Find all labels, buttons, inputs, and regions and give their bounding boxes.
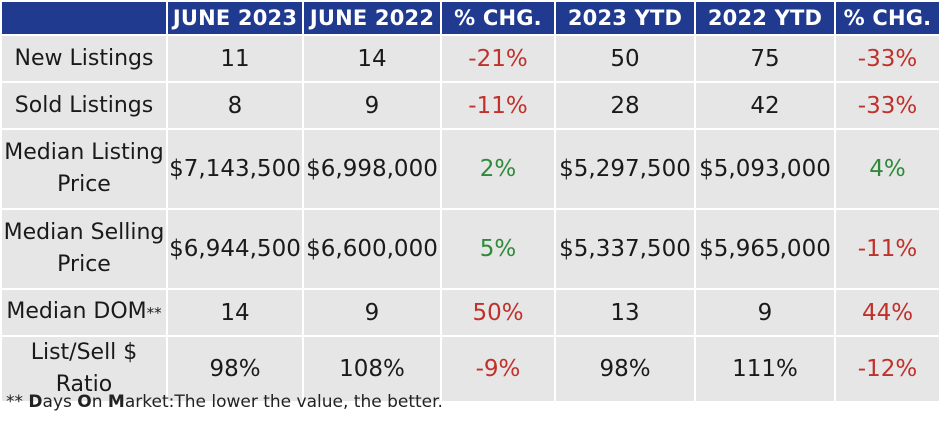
market-stats-table: JUNE 2023 JUNE 2022 % CHG. 2023 YTD 2022… xyxy=(0,0,939,403)
table-cell: $5,337,500 xyxy=(554,208,696,290)
table-row-median-selling-price: Median Selling Price $6,944,500 $6,600,0… xyxy=(0,208,939,290)
table-cell: 108% xyxy=(302,335,442,403)
table-cell: 13 xyxy=(554,288,696,337)
table-row-median-listing-price: Median Listing Price $7,143,500 $6,998,0… xyxy=(0,128,939,210)
table-cell: $5,965,000 xyxy=(694,208,836,290)
table-cell: 9 xyxy=(302,288,442,337)
header-cell-blank xyxy=(0,0,168,36)
header-cell-ytd-change: % CHG. xyxy=(834,0,939,36)
header-cell-monthly-change: % CHG. xyxy=(440,0,556,36)
footnote-marker: ** xyxy=(6,392,23,412)
header-cell-2023-ytd: 2023 YTD xyxy=(554,0,696,36)
change-cell: 50% xyxy=(440,288,556,337)
table-cell: $6,944,500 xyxy=(166,208,304,290)
change-cell: -33% xyxy=(834,81,939,130)
change-cell: 4% xyxy=(834,128,939,210)
footnote-text: arket: xyxy=(124,392,175,412)
table-cell: 42 xyxy=(694,81,836,130)
table-cell: 98% xyxy=(166,335,304,403)
change-cell: 5% xyxy=(440,208,556,290)
table-row-sold-listings: Sold Listings 8 9 -11% 28 42 -33% xyxy=(0,81,939,130)
footnote: ** Days On Market:The lower the value, t… xyxy=(6,392,443,412)
footnote-initial-o: O xyxy=(77,392,92,412)
table-cell: 111% xyxy=(694,335,836,403)
table-row-new-listings: New Listings 11 14 -21% 50 75 -33% xyxy=(0,34,939,83)
footnote-text: ays xyxy=(42,392,78,412)
table-cell: 98% xyxy=(554,335,696,403)
table-cell: $5,093,000 xyxy=(694,128,836,210)
change-cell: -33% xyxy=(834,34,939,83)
header-cell-june-2023: JUNE 2023 xyxy=(166,0,304,36)
row-label-cell: Median DOM** xyxy=(0,288,168,337)
change-cell: -9% xyxy=(440,335,556,403)
footnote-text: n xyxy=(91,392,108,412)
table-cell: 14 xyxy=(166,288,304,337)
row-label: New Listings xyxy=(0,34,168,83)
row-label: Median Selling Price xyxy=(0,208,168,290)
footnote-text: The lower the value, the better. xyxy=(174,392,443,412)
table-cell: 75 xyxy=(694,34,836,83)
table-cell: 11 xyxy=(166,34,304,83)
row-label: Sold Listings xyxy=(0,81,168,130)
row-label: Median DOM xyxy=(6,299,147,324)
footnote-marker: ** xyxy=(146,304,162,322)
table-row-median-dom: Median DOM** 14 9 50% 13 9 44% xyxy=(0,288,939,337)
change-cell: 2% xyxy=(440,128,556,210)
table-cell: 9 xyxy=(694,288,836,337)
table-cell: $6,998,000 xyxy=(302,128,442,210)
table-cell: $7,143,500 xyxy=(166,128,304,210)
change-cell: -11% xyxy=(440,81,556,130)
header-cell-june-2022: JUNE 2022 xyxy=(302,0,442,36)
header-row: JUNE 2023 JUNE 2022 % CHG. 2023 YTD 2022… xyxy=(0,0,939,36)
row-label: Median Listing Price xyxy=(0,128,168,210)
row-label: List/Sell $ Ratio xyxy=(0,335,168,403)
table-cell: 28 xyxy=(554,81,696,130)
table-cell: 50 xyxy=(554,34,696,83)
change-cell: -12% xyxy=(834,335,939,403)
table-cell: $6,600,000 xyxy=(302,208,442,290)
footnote-initial-d: D xyxy=(28,392,43,412)
table-cell: 8 xyxy=(166,81,304,130)
table-cell: 9 xyxy=(302,81,442,130)
change-cell: -21% xyxy=(440,34,556,83)
table-row-list-sell-ratio: List/Sell $ Ratio 98% 108% -9% 98% 111% … xyxy=(0,335,939,403)
footnote-initial-m: M xyxy=(107,392,125,412)
header-cell-2022-ytd: 2022 YTD xyxy=(694,0,836,36)
table-cell: 14 xyxy=(302,34,442,83)
change-cell: -11% xyxy=(834,208,939,290)
table-cell: $5,297,500 xyxy=(554,128,696,210)
change-cell: 44% xyxy=(834,288,939,337)
